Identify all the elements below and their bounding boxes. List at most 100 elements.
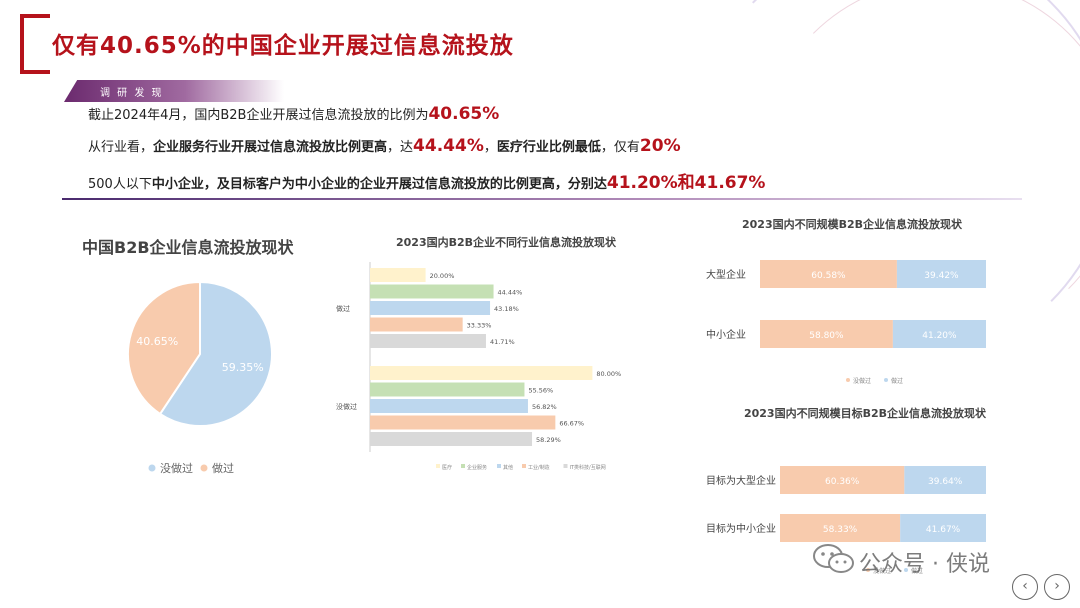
industry-bar-label-1-4: 58.29% <box>536 436 561 444</box>
industry-bar-chart: 20.00% 44.44% 43.18% 33.33% 41.71% 做过 80.00% 55… <box>336 262 621 471</box>
finding-1-value: 40.65% <box>428 104 500 124</box>
stacked-2-legend-swatch-1 <box>884 378 888 382</box>
finding-2-bold-1: 企业服务行业开展过信息流投放比例更高 <box>153 140 388 155</box>
size-chart-title: 2023国内不同规模B2B企业信息流投放现状 <box>742 218 963 231</box>
stacked-2-bar-0-1 <box>896 260 986 288</box>
stacked-2-bar-0-0 <box>760 260 897 288</box>
stacked-2-category-1: 中小企业 <box>706 328 746 341</box>
pie-legend-label-0: 没做过 <box>160 461 193 475</box>
prev-page-button[interactable]: ‹ <box>1012 574 1038 600</box>
industry-bar-label-0-1: 44.44% <box>498 289 523 297</box>
finding-line-3: 500人以下中小企业，及目标客户为中小企业的企业开展过信息流投放的比例更高，分别… <box>88 168 765 193</box>
finding-line-2: 从行业看，企业服务行业开展过信息流投放比例更高，达44.44%，医疗行业比例最低… <box>88 136 681 156</box>
finding-2-bold-2: 医疗行业比例最低 <box>496 140 601 155</box>
stacked-3-legend-label-0: 没做过 <box>873 567 891 575</box>
industry-bar-1-0 <box>370 366 593 380</box>
industry-bar-label-1-2: 56.82% <box>532 403 557 411</box>
industry-bar-0-4 <box>370 334 486 348</box>
industry-legend-label-3: 工业/制造 <box>528 464 550 471</box>
industry-bar-label-0-2: 43.18% <box>494 305 519 313</box>
industry-bar-label-0-4: 41.71% <box>490 338 515 346</box>
stacked-2-bar-label-0-1: 39.42% <box>924 271 959 281</box>
stacked-3-bar-label-1-0: 58.33% <box>823 525 858 535</box>
industry-legend-label-2: 其他 <box>503 464 513 471</box>
industry-bar-label-0-3: 33.33% <box>467 322 492 330</box>
pie-slice-0 <box>158 280 273 427</box>
finding-3-value: 41.20%和41.67% <box>606 173 766 193</box>
stacked-2-bar-label-0-0: 60.58% <box>811 271 846 281</box>
stacked-3-bar-label-1-1: 41.67% <box>926 525 961 535</box>
pie-legend-label-1: 做过 <box>212 461 234 475</box>
next-page-button[interactable]: › <box>1044 574 1070 600</box>
stacked-3-bar-1-0 <box>780 514 901 542</box>
stacked-2-bar-1-1 <box>892 320 986 348</box>
stacked-3-category-1: 目标为中小企业 <box>706 522 776 535</box>
watermark-text: 公众号 · 侠说 <box>859 552 990 577</box>
stacked-3-legend-swatch-0 <box>866 568 870 572</box>
industry-bar-label-1-3: 66.67% <box>559 420 584 428</box>
stacked-3-bar-1-1 <box>900 514 986 542</box>
industry-legend-swatch-0 <box>436 464 440 468</box>
target-chart-title: 2023国内不同规模目标B2B企业信息流投放现状 <box>743 407 987 420</box>
section-divider <box>62 198 1022 200</box>
industry-bar-1-2 <box>370 399 528 413</box>
stacked-2-legend-label-0: 没做过 <box>853 377 871 385</box>
stacked-3-bar-label-0-1: 39.64% <box>928 477 963 487</box>
pie-chart-title: 中国B2B企业信息流投放现状 <box>82 238 294 257</box>
finding-line-1: 截止2024年4月，国内B2B企业开展过信息流投放的比例为40.65% <box>88 104 499 124</box>
industry-bar-label-1-0: 80.00% <box>596 370 621 378</box>
wechat-icon <box>813 544 854 573</box>
industry-bar-0-3 <box>370 317 463 332</box>
finding-3-prefix: 500人以下 <box>88 177 152 192</box>
industry-legend-label-4: IT类科技/互联网 <box>570 464 606 471</box>
industry-legend-swatch-1 <box>461 464 465 468</box>
industry-category-0: 做过 <box>336 304 350 313</box>
findings-tag-bg <box>64 80 284 102</box>
industry-bar-1-3 <box>370 415 556 430</box>
findings-tag: 调 研 发 现 <box>100 88 164 99</box>
industry-bar-1-4 <box>370 432 533 446</box>
finding-2-value-1: 44.44% <box>413 136 484 156</box>
industry-chart-title: 2023国内B2B企业不同行业信息流投放现状 <box>396 236 617 249</box>
stacked-3-legend-label-1: 做过 <box>911 567 923 575</box>
industry-bar-label-1-1: 55.56% <box>528 387 553 395</box>
pie-slice-label-0: 59.35% <box>222 361 264 374</box>
industry-legend-swatch-4 <box>563 464 568 468</box>
stacked-2-legend-swatch-0 <box>846 378 850 382</box>
finding-2-mid-1: ，达 <box>387 140 414 155</box>
stacked-3-legend-swatch-1 <box>904 568 908 572</box>
finding-2-mid-3: ，仅有 <box>600 140 640 155</box>
industry-bar-0-1 <box>370 284 494 299</box>
target-stacked-chart: 目标为大型企业 60.36% 39.64% 目标为中小企业 58.33% 41.67% 没… <box>706 466 986 575</box>
industry-legend-swatch-3 <box>522 464 526 468</box>
industry-bar-0-0 <box>370 268 426 282</box>
pie-chart: 59.35% 40.65% 没做过 做过 <box>127 280 273 475</box>
finding-1-text: 截止2024年4月，国内B2B企业开展过信息流投放的比例为 <box>88 108 429 123</box>
finding-2-value-2: 20% <box>639 136 681 156</box>
industry-legend-label-0: 医疗 <box>442 464 452 471</box>
industry-bar-0-2 <box>370 301 491 315</box>
stacked-2-bar-1-0 <box>760 320 893 348</box>
pie-legend-swatch-0 <box>148 464 156 472</box>
industry-category-1: 没做过 <box>336 402 357 411</box>
finding-3-bold-2: ，及目标客户为中小企业的企业开展过信息流投放的比例更高，分别达 <box>203 177 607 192</box>
stacked-3-bar-0-1 <box>904 466 986 494</box>
stacked-2-bar-label-1-0: 58.80% <box>809 331 844 341</box>
industry-bar-1-1 <box>370 382 525 397</box>
finding-2-prefix: 从行业看， <box>88 140 154 155</box>
finding-3-bold-1: 中小企业 <box>151 177 204 192</box>
pie-slice-1 <box>127 280 201 416</box>
stacked-3-bar-label-0-0: 60.36% <box>825 477 860 487</box>
size-stacked-chart: 大型企业 60.58% 39.42% 中小企业 58.80% 41.20% 没做过 做过 <box>706 260 986 385</box>
industry-legend-swatch-2 <box>497 464 501 468</box>
industry-bar-label-0-0: 20.00% <box>430 272 455 280</box>
pie-legend-swatch-1 <box>200 464 208 472</box>
finding-2-mid-2: ， <box>483 140 497 155</box>
industry-legend-label-1: 企业服务 <box>467 464 487 471</box>
stacked-2-bar-label-1-1: 41.20% <box>922 331 957 341</box>
pie-slice-label-1: 40.65% <box>136 335 178 348</box>
stacked-2-category-0: 大型企业 <box>706 268 746 281</box>
stacked-3-category-0: 目标为大型企业 <box>706 474 776 487</box>
stacked-2-legend-label-1: 做过 <box>891 377 903 385</box>
page-title: 仅有40.65%的中国企业开展过信息流投放 <box>52 33 514 59</box>
